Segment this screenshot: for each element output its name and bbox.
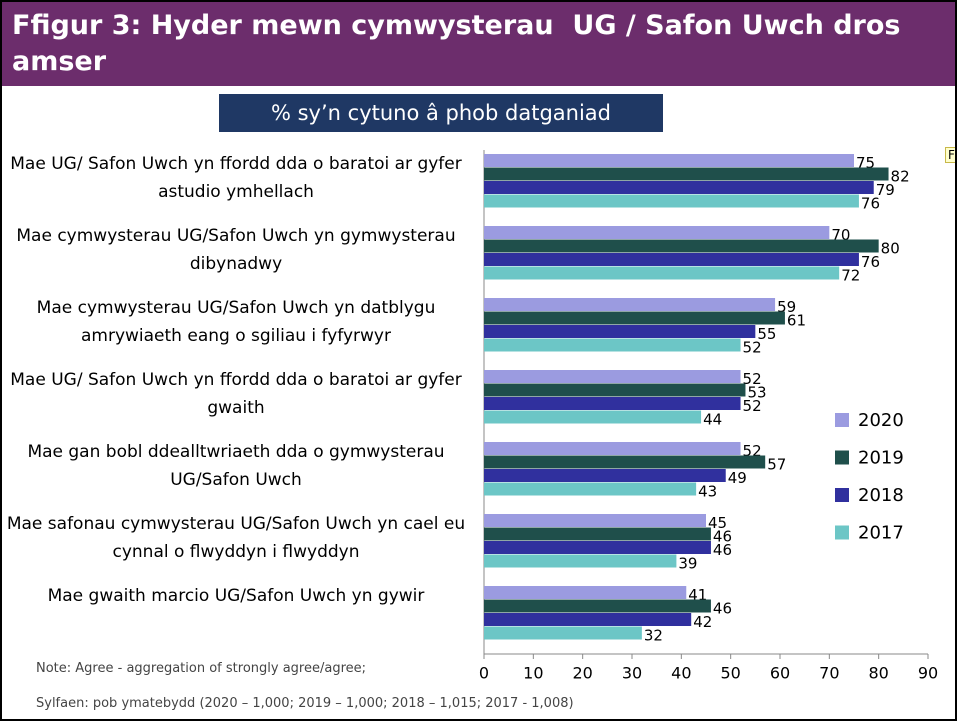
bar <box>484 442 741 455</box>
category-label: Mae cymwysterau UG/Safon Uwch yn datblyg… <box>36 298 436 346</box>
x-tick-label: 0 <box>479 664 489 683</box>
bar <box>484 338 741 352</box>
data-label: 49 <box>728 469 747 487</box>
data-label: 72 <box>841 267 860 285</box>
data-label: 76 <box>861 195 880 213</box>
bar <box>484 626 642 640</box>
category-label: Mae gwaith marcio UG/Safon Uwch yn gywir <box>47 586 425 606</box>
legend-swatch <box>835 450 849 465</box>
data-label: 82 <box>891 168 910 186</box>
data-label: 55 <box>757 325 776 343</box>
legend-label: 2017 <box>858 523 904 544</box>
category-label: Mae gan bobl ddealltwriaeth dda o gymwys… <box>27 442 445 490</box>
chart-subtitle: % sy’n cytuno â phob datganiad <box>219 94 663 132</box>
legend-swatch <box>835 525 849 540</box>
bar <box>484 469 726 482</box>
bar <box>484 410 702 424</box>
x-tick-label: 40 <box>671 664 691 683</box>
bar <box>484 266 840 280</box>
category-label: Mae safonau cymwysterau UG/Safon Uwch yn… <box>6 514 466 562</box>
x-tick-label: 70 <box>819 664 839 683</box>
data-label: 80 <box>881 240 900 258</box>
bar <box>484 599 711 613</box>
x-tick-label: 50 <box>720 664 740 683</box>
bar <box>484 541 711 554</box>
category-label: Mae cymwysterau UG/Safon Uwch yn gymwyst… <box>16 226 456 274</box>
x-tick-label: 30 <box>622 664 642 683</box>
legend-label: 2018 <box>858 485 904 506</box>
x-tick-label: 10 <box>523 664 543 683</box>
x-tick-label: 80 <box>868 664 888 683</box>
bar <box>484 514 706 527</box>
bar <box>484 613 692 626</box>
bar <box>484 311 785 325</box>
x-tick-label: 20 <box>572 664 592 683</box>
legend-swatch <box>835 413 849 427</box>
bar <box>484 527 711 541</box>
bar <box>484 298 776 311</box>
data-label: 61 <box>787 312 806 330</box>
data-label: 52 <box>743 397 762 415</box>
x-tick-label: 90 <box>918 664 938 683</box>
data-label: 42 <box>693 613 712 631</box>
legend-swatch <box>835 488 849 502</box>
category-label: Mae UG/ Safon Uwch yn ffordd dda o barat… <box>10 370 462 418</box>
data-label: 43 <box>698 483 717 501</box>
bar <box>484 253 859 266</box>
note: Note: Agree - aggregation of strongly ag… <box>36 661 367 676</box>
data-label: 39 <box>678 555 697 573</box>
data-label: 79 <box>876 181 895 199</box>
bar <box>484 383 746 397</box>
data-label: 52 <box>743 370 762 388</box>
bar <box>484 482 697 496</box>
bar <box>484 397 741 410</box>
title-bar: Ffigur 3: Hyder mewn cymwysterau UG / Sa… <box>2 2 955 86</box>
data-label: 46 <box>713 541 732 559</box>
note: Sylfaen: pob ymatebydd (2020 – 1,000; 20… <box>36 696 574 711</box>
bar <box>484 194 859 208</box>
data-label: 53 <box>747 384 766 402</box>
bar <box>484 586 687 599</box>
bar <box>484 181 874 194</box>
bar <box>484 239 879 253</box>
data-label: 32 <box>644 627 663 645</box>
bar <box>484 167 889 181</box>
bar <box>484 154 854 167</box>
data-label: 52 <box>743 339 762 357</box>
bar <box>484 455 766 469</box>
legend-label: 2019 <box>858 448 904 469</box>
annotation: Fi <box>945 147 955 163</box>
data-label: 44 <box>703 411 722 429</box>
data-label: 46 <box>713 600 732 618</box>
bar <box>484 226 830 239</box>
x-tick-label: 60 <box>770 664 790 683</box>
data-label: 76 <box>861 253 880 271</box>
category-label: Mae UG/ Safon Uwch yn ffordd dda o barat… <box>10 154 462 202</box>
data-label: 46 <box>713 528 732 546</box>
bar <box>484 554 677 568</box>
bar <box>484 325 756 338</box>
data-label: 45 <box>708 514 727 532</box>
chart-title: Ffigur 3: Hyder mewn cymwysterau UG / Sa… <box>12 10 910 77</box>
bar <box>484 370 741 383</box>
legend-label: 2020 <box>858 410 904 431</box>
data-label: 57 <box>767 456 786 474</box>
